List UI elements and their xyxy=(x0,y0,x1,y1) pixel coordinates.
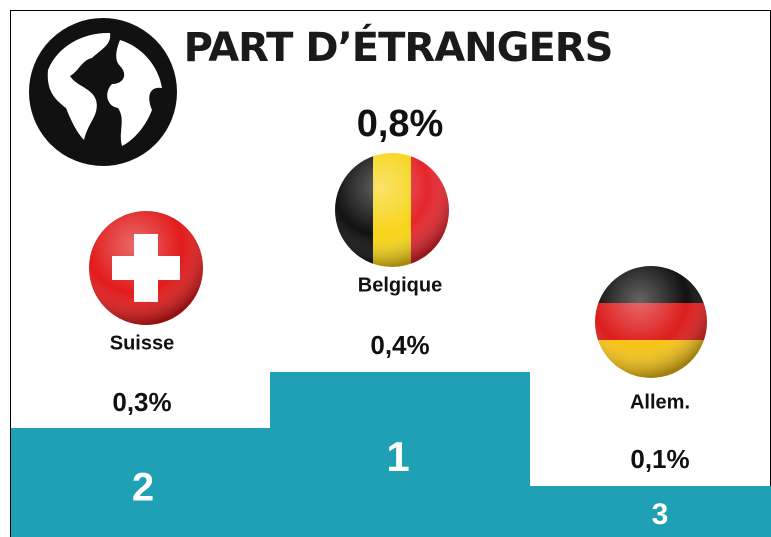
country-name: Suisse xyxy=(110,332,174,354)
flag-germany xyxy=(595,266,707,378)
flag-switzerland xyxy=(89,211,203,325)
country-name: Allem. xyxy=(630,391,690,413)
rank: 3 xyxy=(652,498,669,531)
title: PART D’ÉTRANGERS xyxy=(184,23,613,71)
podium-step xyxy=(530,486,771,537)
globe-icon xyxy=(29,18,177,166)
flag-belgium xyxy=(335,153,449,267)
total: 0,8% xyxy=(357,103,444,145)
country-value: 0,4% xyxy=(370,330,429,360)
rank: 2 xyxy=(132,466,154,510)
country-value: 0,1% xyxy=(630,444,689,474)
podium-step xyxy=(11,428,270,537)
podium-step xyxy=(270,372,530,537)
country-name: Belgique xyxy=(358,274,442,296)
rank: 1 xyxy=(386,433,409,480)
country-value: 0,3% xyxy=(112,387,171,417)
